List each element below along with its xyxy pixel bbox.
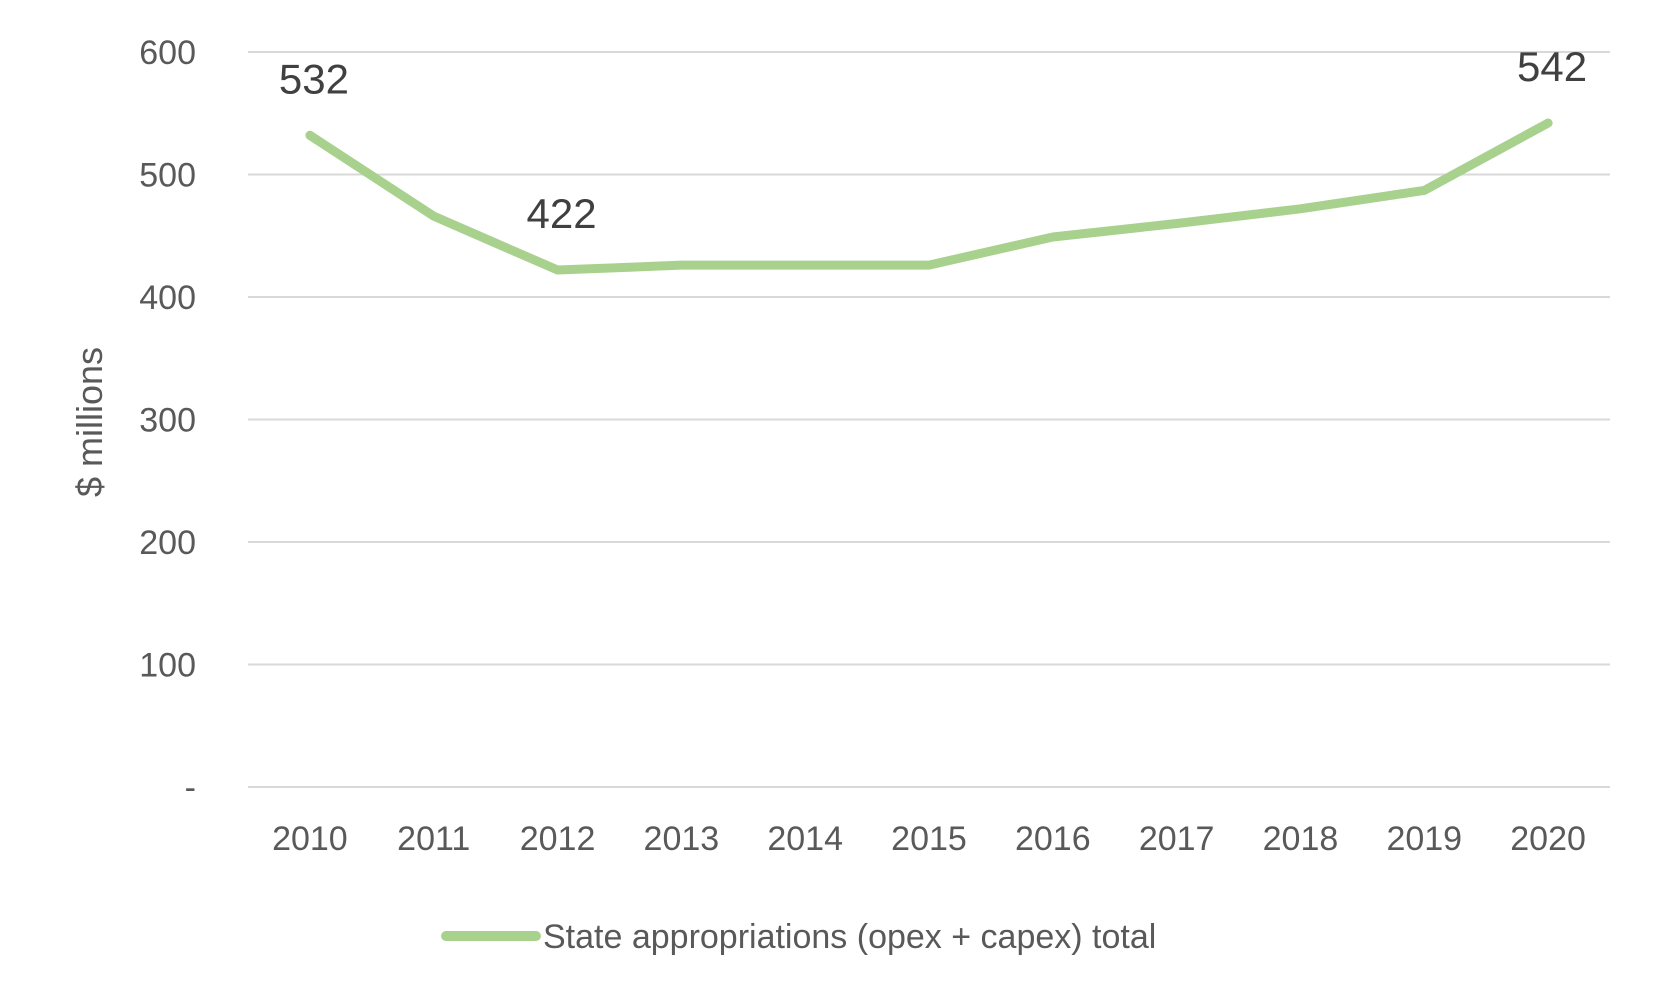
data-label: 532 (279, 55, 349, 102)
y-axis-tick-labels: - 100 200 300 400 500 600 (139, 34, 196, 807)
x-tick-label: 2017 (1139, 820, 1215, 858)
y-tick-label: 100 (139, 647, 196, 685)
gridlines (248, 51, 1610, 788)
legend-label: State appropriations (opex + capex) tota… (543, 918, 1156, 956)
x-tick-label: 2020 (1510, 820, 1586, 858)
x-tick-label: 2012 (520, 820, 596, 858)
data-label: 542 (1517, 43, 1587, 90)
x-tick-label: 2015 (891, 820, 967, 858)
x-tick-label: 2011 (397, 820, 470, 858)
x-axis-tick-labels: 2010 2011 2012 2013 2014 2015 2016 2017 2018 2019… (272, 820, 1586, 858)
y-tick-label: 300 (139, 402, 196, 440)
x-tick-label: 2010 (272, 820, 348, 858)
y-axis-title: $ millions (69, 347, 110, 497)
x-tick-label: 2018 (1263, 820, 1339, 858)
x-tick-label: 2019 (1386, 820, 1462, 858)
series-lines (305, 118, 1553, 275)
y-tick-label: 200 (139, 524, 196, 562)
data-label: 422 (527, 190, 597, 237)
series-line (305, 118, 1553, 275)
y-tick-label: - (185, 769, 196, 807)
y-tick-label: 500 (139, 157, 196, 195)
data-labels: 532 422 542 (279, 43, 1587, 237)
legend: State appropriations (opex + capex) tota… (441, 918, 1156, 956)
y-tick-label: 600 (139, 34, 196, 72)
x-tick-label: 2013 (644, 820, 720, 858)
x-tick-label: 2016 (1015, 820, 1091, 858)
x-tick-label: 2014 (767, 820, 843, 858)
y-tick-label: 400 (139, 279, 196, 317)
